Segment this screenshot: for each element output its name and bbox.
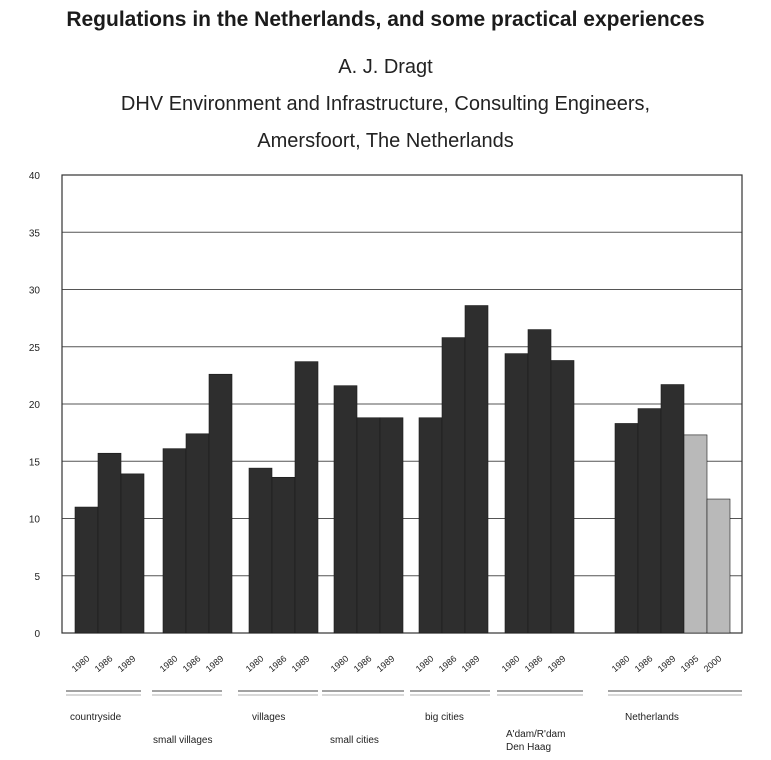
x-tick-label: 1980 bbox=[158, 653, 180, 674]
group-label: A'dam/R'dam Den Haag bbox=[506, 729, 565, 753]
bar-1-1989 bbox=[120, 473, 145, 634]
bar-4-1980 bbox=[333, 385, 358, 634]
y-tick-label: 30 bbox=[29, 286, 41, 297]
bar-7-2000 bbox=[706, 498, 731, 634]
x-tick-label: 1986 bbox=[633, 653, 655, 674]
author: A. J. Dragt bbox=[338, 56, 433, 78]
bar-3-1989 bbox=[294, 361, 319, 634]
page-title: Regulations in the Netherlands, and some… bbox=[66, 8, 705, 31]
bar-7-1980 bbox=[614, 423, 639, 634]
x-tick-label: 2000 bbox=[702, 653, 724, 674]
x-tick-label: 1980 bbox=[414, 653, 436, 674]
group-label: countryside bbox=[70, 712, 122, 723]
bar-6-1980 bbox=[504, 353, 529, 634]
x-tick-label: 1986 bbox=[523, 653, 545, 674]
x-tick-label: 1986 bbox=[181, 653, 203, 674]
y-tick-label: 15 bbox=[29, 457, 41, 468]
bar-4-1986 bbox=[356, 417, 381, 634]
x-tick-label: 1995 bbox=[679, 653, 701, 674]
x-tick-label: 1989 bbox=[204, 653, 226, 674]
bar-6-1989 bbox=[550, 360, 575, 634]
affiliation-line-1: DHV Environment and Infrastructure, Cons… bbox=[120, 93, 651, 115]
bar-7-1989 bbox=[660, 384, 685, 634]
bar-7-1995 bbox=[683, 434, 708, 634]
x-tick-label: 1980 bbox=[610, 653, 632, 674]
group-label: small villages bbox=[153, 735, 212, 746]
bar-6-1986 bbox=[527, 329, 552, 634]
group-label: Netherlands bbox=[625, 712, 679, 723]
bar-7-1986 bbox=[637, 408, 662, 634]
bar-5-1980 bbox=[418, 417, 443, 634]
y-tick-label: 25 bbox=[29, 343, 41, 354]
bar-5-1989 bbox=[464, 305, 489, 634]
affiliation-line-2: Amersfoort, The Netherlands bbox=[257, 130, 514, 152]
y-tick-label: 5 bbox=[34, 572, 40, 583]
group-label: big cities bbox=[425, 712, 464, 723]
x-tick-label: 1980 bbox=[500, 653, 522, 674]
bar-1-1980 bbox=[74, 506, 99, 634]
bar-3-1980 bbox=[248, 467, 273, 634]
x-tick-label: 1980 bbox=[70, 653, 92, 674]
x-tick-label: 1989 bbox=[375, 653, 397, 674]
bar-4-1989 bbox=[379, 417, 404, 634]
x-tick-label: 1989 bbox=[546, 653, 568, 674]
x-tick-label: 1989 bbox=[290, 653, 312, 674]
bar-2-1980 bbox=[162, 448, 187, 634]
x-tick-label: 1989 bbox=[116, 653, 138, 674]
y-tick-label: 35 bbox=[29, 228, 41, 239]
x-tick-label: 1989 bbox=[460, 653, 482, 674]
bar-1-1986 bbox=[97, 452, 122, 634]
x-tick-label: 1986 bbox=[267, 653, 289, 674]
x-tick-label: 1986 bbox=[352, 653, 374, 674]
y-tick-label: 10 bbox=[29, 515, 41, 526]
bar-5-1986 bbox=[441, 337, 466, 634]
bar-3-1986 bbox=[271, 476, 296, 634]
y-tick-label: 40 bbox=[29, 171, 41, 182]
group-label: small cities bbox=[330, 735, 379, 746]
group-label: villages bbox=[252, 712, 285, 723]
y-tick-label: 0 bbox=[34, 629, 40, 640]
x-tick-label: 1980 bbox=[329, 653, 351, 674]
y-tick-label: 20 bbox=[29, 400, 41, 411]
x-tick-label: 1980 bbox=[244, 653, 266, 674]
bar-2-1989 bbox=[208, 373, 233, 634]
x-tick-label: 1986 bbox=[437, 653, 459, 674]
x-tick-label: 1989 bbox=[656, 653, 678, 674]
bar-2-1986 bbox=[185, 433, 210, 634]
x-tick-label: 1986 bbox=[93, 653, 115, 674]
